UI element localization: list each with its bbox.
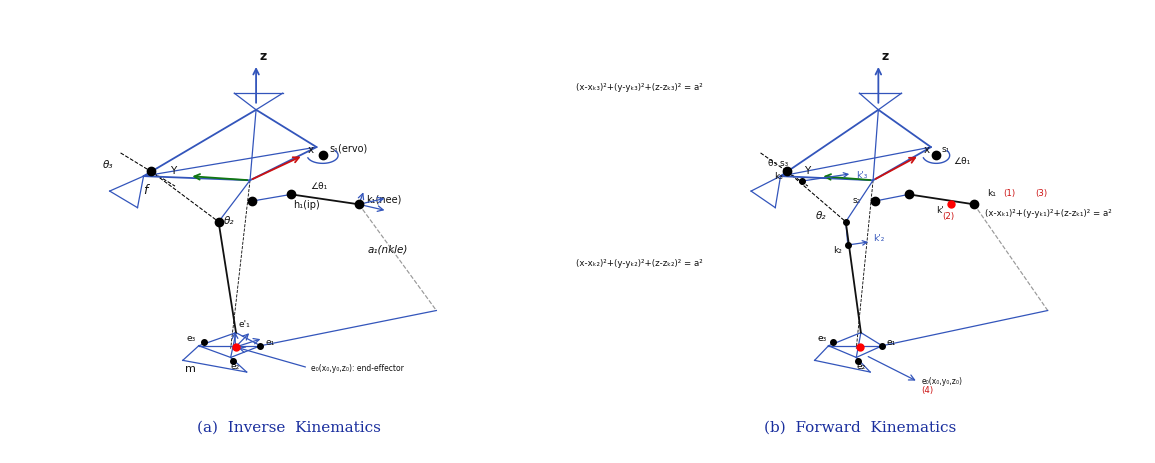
- Text: e₀(x₀,y₀,z₀): end-effector: e₀(x₀,y₀,z₀): end-effector: [311, 364, 403, 373]
- Text: (x-xₖ₁)²+(y-yₖ₁)²+(z-zₖ₁)² = a²: (x-xₖ₁)²+(y-yₖ₁)²+(z-zₖ₁)² = a²: [984, 209, 1111, 218]
- Text: x: x: [308, 145, 314, 155]
- Text: s₁(ervo): s₁(ervo): [330, 143, 368, 153]
- Text: e₂: e₂: [856, 362, 865, 371]
- Text: ∠θ₁: ∠θ₁: [953, 156, 970, 166]
- Text: (2): (2): [942, 212, 955, 221]
- Text: (3): (3): [1035, 189, 1048, 198]
- Text: s₁: s₁: [941, 145, 949, 154]
- Text: e₀(x₀,y₀,z₀): e₀(x₀,y₀,z₀): [922, 376, 962, 386]
- Text: e₃: e₃: [187, 334, 196, 343]
- Text: x: x: [924, 145, 930, 155]
- Text: (a)  Inverse  Kinematics: (a) Inverse Kinematics: [196, 421, 381, 435]
- Text: k₂: k₂: [833, 246, 842, 255]
- Text: (1): (1): [1004, 189, 1015, 198]
- Text: k₃: k₃: [774, 172, 783, 181]
- Text: e₂: e₂: [231, 362, 240, 371]
- Text: e'₁: e'₁: [238, 320, 251, 329]
- Text: z: z: [260, 50, 267, 63]
- Text: θ₃: θ₃: [103, 160, 113, 170]
- Text: k': k': [937, 206, 944, 215]
- Text: s₂: s₂: [852, 196, 860, 205]
- Text: (x-xₖ₃)²+(y-yₖ₃)²+(z-zₖ₃)² = a²: (x-xₖ₃)²+(y-yₖ₃)²+(z-zₖ₃)² = a²: [576, 83, 703, 92]
- Text: e₁: e₁: [886, 338, 895, 347]
- Text: (b)  Forward  Kinematics: (b) Forward Kinematics: [765, 421, 956, 435]
- Text: ∠θ₁: ∠θ₁: [311, 182, 328, 191]
- Text: k'₂: k'₂: [873, 234, 885, 243]
- Text: (4): (4): [922, 387, 933, 395]
- Text: Y: Y: [804, 167, 810, 176]
- Text: e₁: e₁: [266, 338, 275, 347]
- Text: h₁(ip): h₁(ip): [293, 200, 320, 210]
- Text: f: f: [143, 184, 148, 197]
- Text: m: m: [185, 364, 195, 374]
- Text: k'₃: k'₃: [856, 171, 867, 180]
- Text: θ₃ s₃: θ₃ s₃: [768, 159, 788, 168]
- Text: (x-xₖ₂)²+(y-yₖ₂)²+(z-zₖ₂)² = a²: (x-xₖ₂)²+(y-yₖ₂)²+(z-zₖ₂)² = a²: [576, 259, 703, 268]
- Text: e₃: e₃: [818, 334, 827, 343]
- Text: θ₂: θ₂: [223, 216, 234, 226]
- Text: k₁(nee): k₁(nee): [366, 194, 402, 205]
- Text: a₁(nkle): a₁(nkle): [367, 244, 408, 255]
- Text: k₁: k₁: [986, 189, 996, 198]
- Text: Y: Y: [170, 167, 177, 176]
- Text: z: z: [881, 50, 888, 63]
- Text: θ₂: θ₂: [817, 211, 827, 221]
